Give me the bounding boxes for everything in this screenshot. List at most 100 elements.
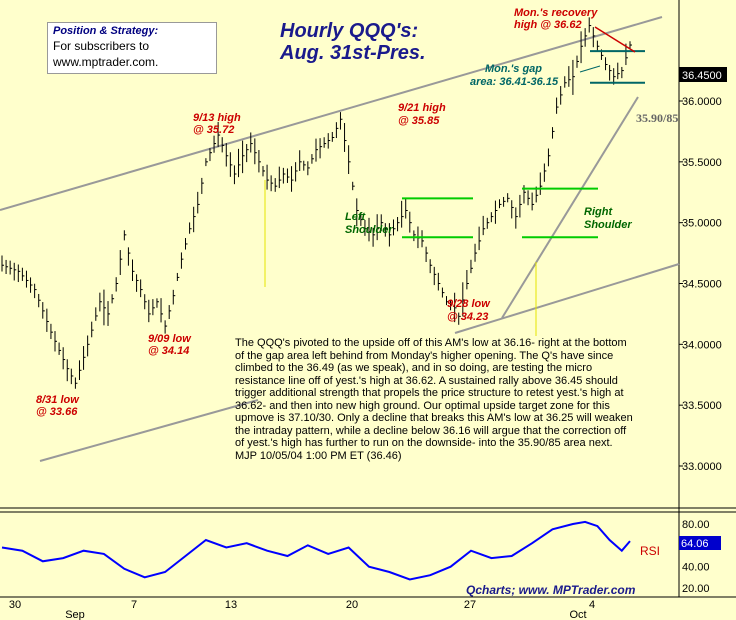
price-bar: [584, 28, 588, 47]
rsi-value-label: 64.06: [681, 538, 709, 550]
price-bar: [95, 307, 98, 321]
price-bar: [388, 223, 392, 247]
price-bar: [168, 305, 172, 319]
price-bar: [307, 161, 310, 176]
last-price-label: 36.4500: [682, 70, 722, 82]
annotation-909-low-2: @ 34.14: [148, 345, 189, 357]
x-tick-label: 20: [346, 599, 358, 611]
price-bar: [205, 158, 208, 167]
price-bar: [315, 138, 318, 162]
price-bar: [250, 132, 253, 153]
price-bar: [17, 264, 21, 283]
rsi-label: RSI: [640, 544, 660, 558]
annotation-right-shoulder-2: Shoulder: [584, 219, 632, 231]
price-bar: [421, 230, 425, 248]
price-bar: [527, 190, 531, 206]
price-bar: [441, 287, 445, 298]
price-bar: [364, 219, 367, 236]
x-tick-label: 13: [225, 599, 237, 611]
last-price-box: [679, 67, 727, 82]
price-tick-label: 35.5000: [682, 157, 722, 169]
price-bar: [164, 320, 168, 334]
price-bar: [360, 213, 363, 226]
price-bar: [384, 223, 388, 237]
price-tick-label: 33.5000: [682, 400, 722, 412]
price-bar: [458, 312, 461, 325]
price-bar: [70, 368, 74, 385]
price-bar: [609, 64, 612, 81]
price-bar: [189, 222, 192, 234]
commentary-signature: MJP 10/05/04 1:00 PM ET (36.46): [235, 449, 402, 462]
price-bar: [592, 27, 596, 48]
price-bar: [372, 227, 376, 247]
annotation-831-low-2: @ 33.66: [36, 406, 78, 418]
position-heading: Position & Strategy:: [53, 25, 159, 37]
price-bar: [376, 214, 380, 241]
price-bar: [176, 272, 180, 282]
price-bar: [111, 294, 115, 304]
price-bar: [201, 177, 204, 194]
price-tick-label: 35.0000: [682, 218, 722, 230]
price-bar: [494, 200, 498, 224]
price-bar: [503, 196, 506, 207]
price-axis-ticks: 33.0000 33.5000 34.0000 34.5000 35.0000 35.50…: [679, 96, 722, 473]
price-bar: [339, 112, 343, 130]
annotation-mons-recovery-1: Mon.'s recovery: [514, 7, 598, 19]
price-bar: [580, 31, 584, 64]
rsi-tick-label: 20.00: [682, 583, 710, 595]
price-bar: [221, 137, 225, 153]
price-bar: [397, 217, 400, 232]
price-bar: [99, 292, 102, 312]
price-bar: [1, 255, 4, 272]
price-bar: [193, 206, 196, 233]
price-bar: [519, 194, 522, 218]
price-bar: [197, 191, 200, 214]
price-bar: [213, 135, 217, 153]
support-trendline: [501, 96, 639, 319]
price-bar: [30, 277, 33, 293]
price-bar: [470, 259, 473, 274]
micro-resistance-line: [594, 26, 636, 53]
price-bar: [511, 200, 514, 219]
price-bar: [103, 289, 106, 326]
price-bar: [50, 323, 53, 340]
price-bar: [225, 143, 229, 167]
level-lines: [402, 50, 645, 239]
price-bar: [295, 162, 298, 182]
price-bar: [490, 212, 494, 223]
x-tick-label: 27: [464, 599, 476, 611]
price-bar: [560, 86, 563, 105]
price-bar: [356, 198, 359, 227]
rsi-line: [1, 520, 631, 581]
price-bar: [136, 274, 139, 292]
price-bar: [515, 207, 518, 229]
price-bar: [123, 230, 127, 241]
price-bar: [91, 321, 94, 338]
axis-panel: [679, 0, 736, 620]
price-bar: [58, 342, 62, 355]
price-bar: [433, 266, 437, 286]
price-bar: [588, 17, 592, 33]
x-tick-label: 7: [131, 599, 137, 611]
annotation-mons-gap-1: Mon.'s gap: [485, 63, 542, 75]
price-bar: [242, 140, 245, 174]
price-bar: [348, 145, 351, 175]
price-bar: [392, 219, 396, 236]
price-bar: [115, 277, 119, 292]
annotation-mons-recovery-2: high @ 36.62: [514, 19, 582, 31]
price-bar: [596, 40, 600, 52]
price-bar: [278, 166, 282, 189]
price-bar: [617, 62, 620, 80]
price-bar: [83, 346, 86, 370]
price-bar: [148, 299, 151, 323]
price-bar: [454, 292, 457, 323]
price-bar: [425, 246, 429, 263]
position-line-1: For subscribers to: [53, 39, 150, 53]
price-bar: [299, 150, 302, 172]
x-tick-label: 4: [589, 599, 595, 611]
price-bar: [344, 123, 347, 152]
annotation-right-shoulder-1: Right: [584, 206, 613, 218]
price-bar: [246, 144, 249, 163]
annotation-913-high-1: 9/13 high: [193, 112, 241, 124]
price-bar: [160, 298, 164, 323]
